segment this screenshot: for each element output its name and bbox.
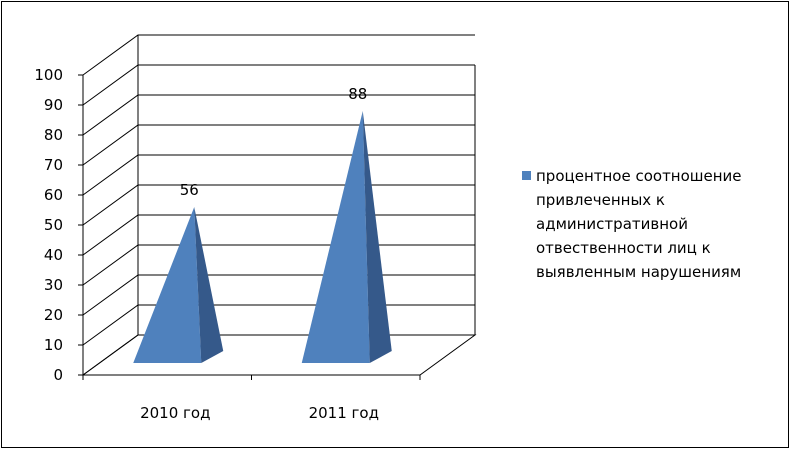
x-tick-label: 2010 год (140, 404, 210, 422)
y-tick-label: 10 (44, 336, 63, 354)
y-tick-label: 80 (44, 126, 63, 144)
y-tick-label: 30 (44, 276, 63, 294)
data-labels: 56 88 (180, 85, 368, 199)
gridline (82, 244, 475, 286)
gridline (82, 274, 475, 316)
legend-swatch (522, 171, 531, 180)
bar (133, 207, 224, 363)
gridlines (82, 34, 475, 376)
bar-front-face (133, 207, 202, 363)
legend-line: отвественности лиц к (536, 239, 711, 257)
gridline (82, 94, 475, 136)
data-label: 56 (180, 181, 199, 199)
gridline (82, 304, 475, 346)
data-label: 88 (348, 85, 367, 103)
legend-line: выявленным нарушениям (536, 263, 741, 281)
gridline (82, 214, 475, 256)
gridline (82, 184, 475, 226)
legend-line: процентное соотношение (536, 167, 742, 185)
bar-front-face (301, 111, 370, 363)
gridline (82, 154, 475, 196)
y-tick-labels: 0 10 20 30 40 50 60 70 80 90 100 (34, 66, 63, 384)
y-tick-label: 0 (53, 366, 63, 384)
legend: процентное соотношение привлеченных к адми… (522, 167, 742, 281)
y-tick-label: 100 (34, 66, 63, 84)
bar-side-face (194, 207, 224, 363)
y-tick-label: 70 (44, 156, 63, 174)
bar-side-face (362, 111, 392, 363)
legend-line: административной (536, 215, 688, 233)
gridline (82, 124, 475, 166)
axes (78, 35, 476, 380)
legend-text: процентное соотношение привлеченных к адми… (536, 167, 742, 281)
y-tick-label: 20 (44, 306, 63, 324)
x-tick-labels: 2010 год 2011 год (140, 404, 379, 422)
gridline (82, 64, 475, 106)
gridline (82, 34, 475, 76)
y-tick-label: 60 (44, 186, 63, 204)
y-tick-label: 40 (44, 246, 63, 264)
bars (133, 111, 392, 363)
y-tick-label: 90 (44, 96, 63, 114)
legend-line: привлеченных к (536, 191, 665, 209)
y-tick-label: 50 (44, 216, 63, 234)
bar (301, 111, 392, 363)
x-tick-label: 2011 год (309, 404, 379, 422)
